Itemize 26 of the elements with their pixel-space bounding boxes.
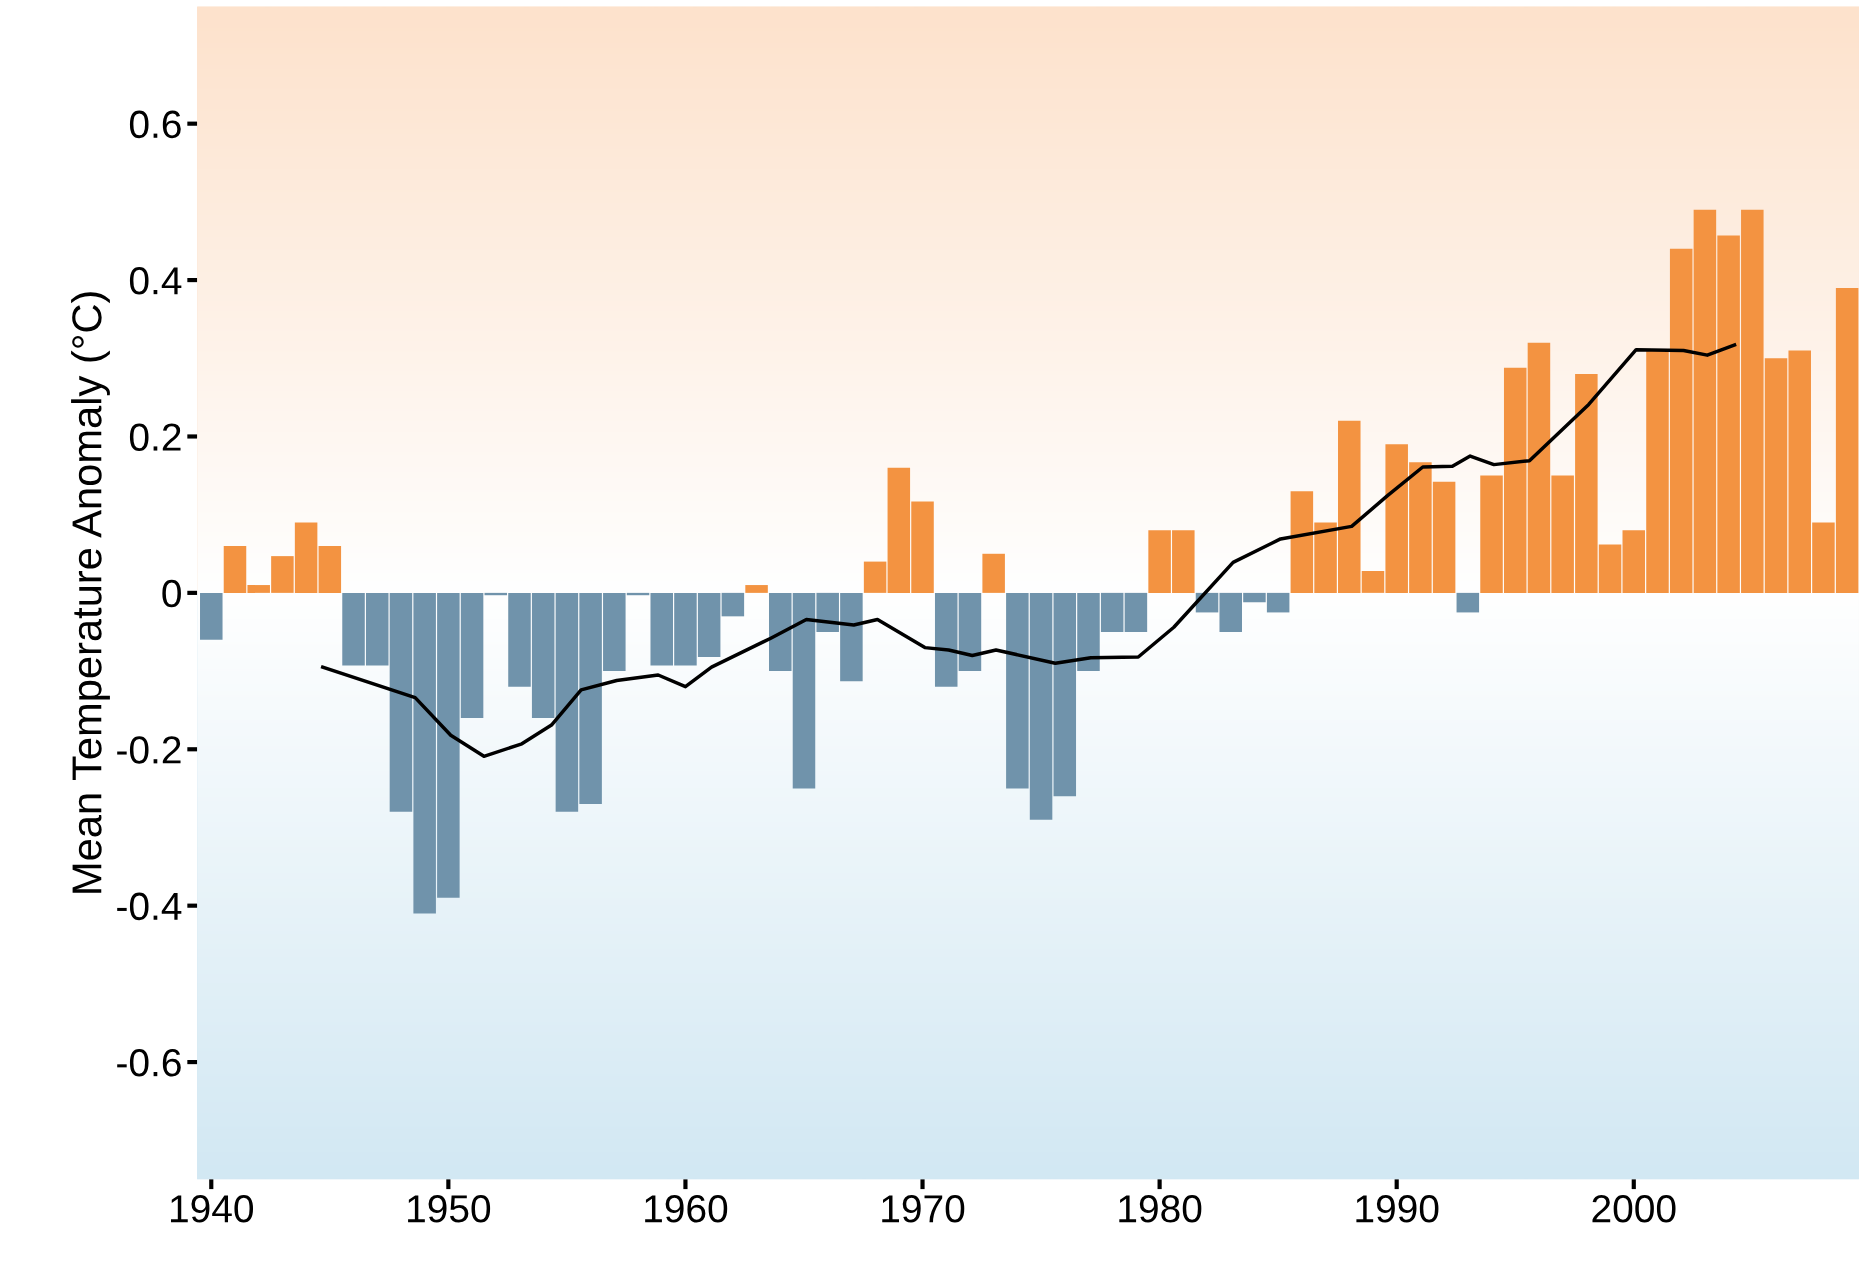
y-tick-label: -0.6 (117, 1049, 181, 1077)
bar (982, 553, 1005, 593)
bar (745, 585, 768, 593)
bar (721, 592, 745, 617)
bar (200, 592, 223, 640)
bar (1124, 592, 1148, 632)
x-tick-label: 1940 (170, 1194, 254, 1223)
x-tick-label: 1990 (1356, 1194, 1439, 1223)
x-tick-label: 1950 (408, 1194, 491, 1223)
bar (318, 545, 342, 593)
y-tick-label: -0.2 (117, 736, 181, 764)
y-tick-label: -0.4 (117, 892, 182, 921)
bar (863, 561, 887, 593)
x-tick-label: 1960 (645, 1194, 728, 1223)
y-tick-label: 0.4 (129, 267, 182, 295)
y-tick-label: 0 (162, 579, 181, 608)
x-tick-label: 2000 (1592, 1194, 1676, 1223)
bar (1456, 592, 1480, 613)
bar (934, 592, 958, 687)
x-tick-label: 1980 (1119, 1194, 1202, 1223)
x-tick-label: 1970 (882, 1194, 965, 1223)
line-series (320, 343, 1737, 759)
y-tick-label: 0.2 (129, 423, 181, 451)
bar (958, 592, 982, 672)
y-tick-label: 0.6 (129, 110, 181, 139)
y-axis-title: Mean Temperature Anomaly (°C) (71, 292, 110, 893)
